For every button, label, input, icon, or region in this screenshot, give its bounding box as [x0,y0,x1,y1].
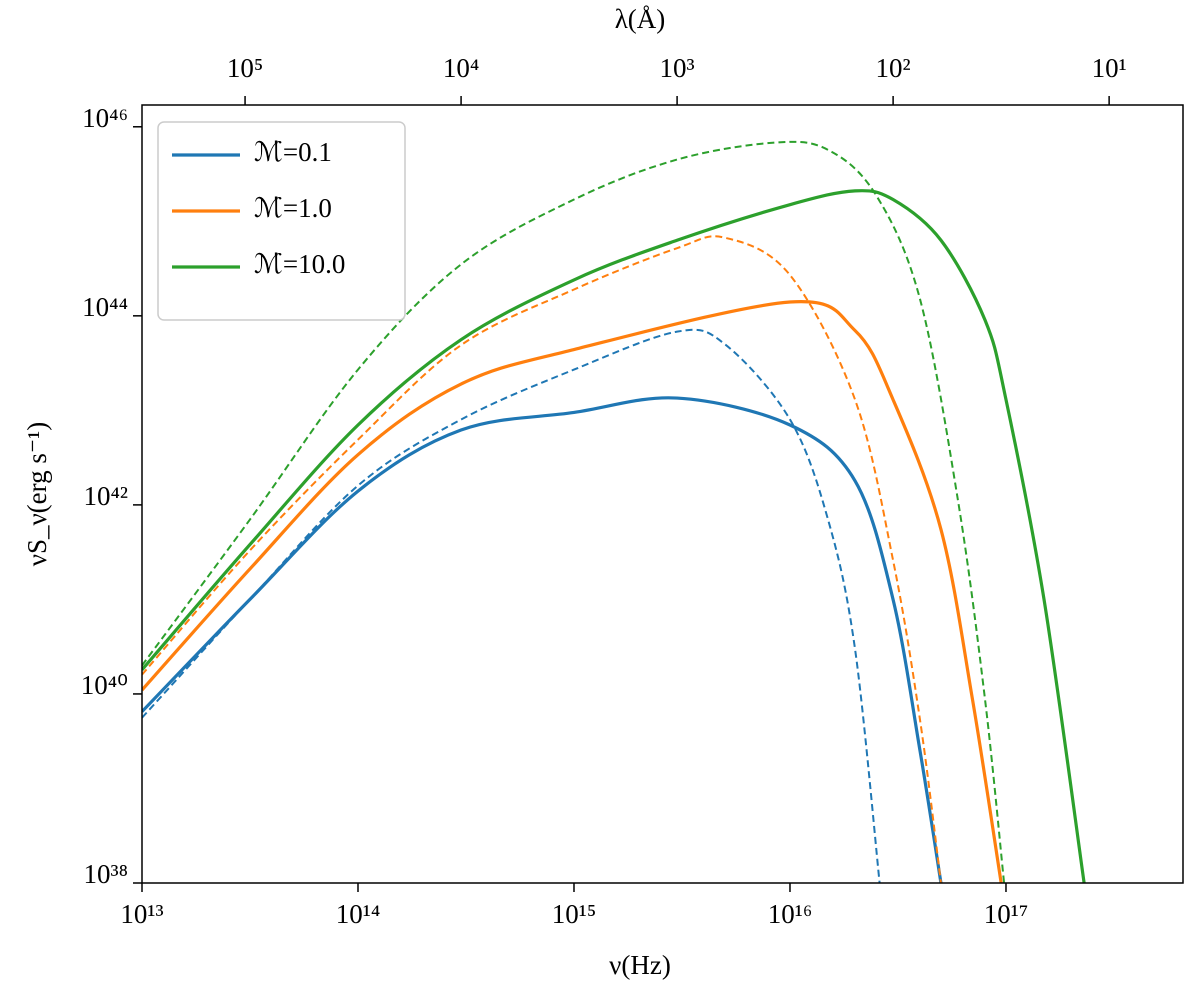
x2-tick-label: 10³ [660,53,695,83]
x2-tick-label: 10² [876,53,911,83]
y-tick-label: 10⁴² [83,481,128,511]
dashed-line [142,328,881,883]
line [142,189,1086,883]
x-axis-label: ν(Hz) [609,950,671,980]
line [142,396,943,883]
y-tick-label: 10⁴⁴ [82,292,128,322]
y-tick-label: 10⁴⁰ [81,670,128,700]
x-tick-label: 10¹⁵ [552,899,597,929]
line [142,300,1003,883]
legend-box [157,121,406,321]
dashed-line [142,140,1006,883]
dashed-line [142,235,942,883]
x-tick-label: 10¹⁴ [336,899,381,929]
x2-tick-label: 10⁴ [443,53,479,83]
x2-tick-label: 10¹ [1092,53,1127,83]
x2-axis-label: λ(Å) [615,4,666,34]
legend-label: ℳ̇=0.1 [254,137,332,167]
x2-tick-label: 10⁵ [227,53,263,83]
x-tick-label: 10¹⁷ [984,899,1029,929]
y-tick-label: 10⁴⁶ [82,103,128,133]
x-tick-label: 10¹³ [120,899,163,929]
legend-label: ℳ̇=1.0 [254,193,332,223]
y-tick-label: 10³⁸ [83,859,128,889]
legend-label: ℳ̇=10.0 [254,249,345,279]
x-tick-label: 10¹⁶ [768,899,813,929]
plot-frame [141,104,1184,884]
y-axis-label: νS_ν(erg s⁻¹) [22,422,52,567]
plot-lines [142,140,1086,883]
